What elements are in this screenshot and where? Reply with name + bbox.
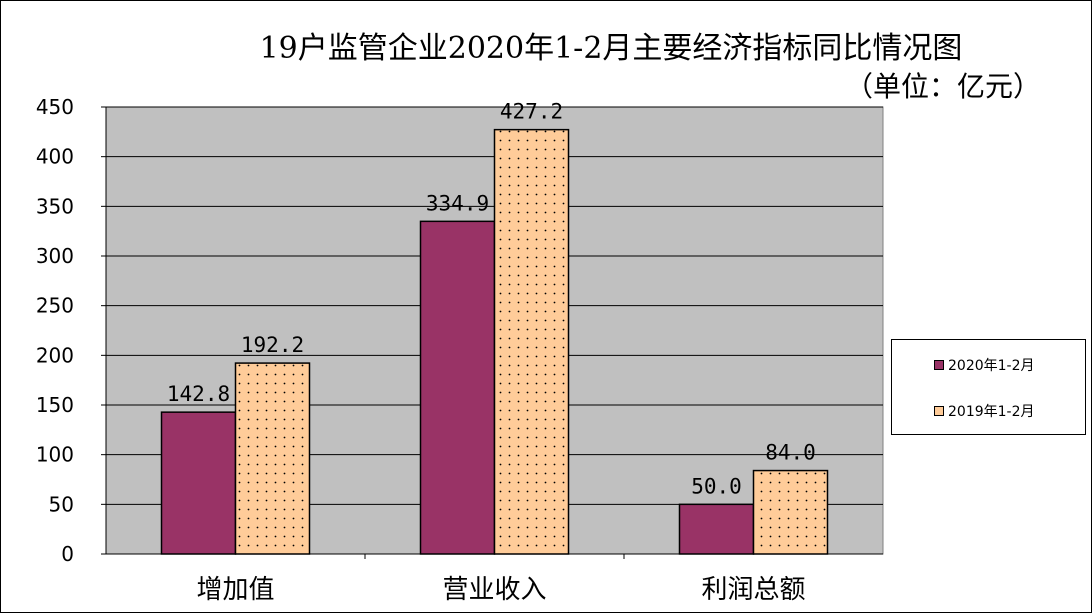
legend-label-2019: 2019年1-2月 bbox=[948, 404, 1035, 420]
x-category-label: 利润总额 bbox=[701, 575, 805, 605]
y-tick-label: 0 bbox=[61, 542, 74, 566]
y-tick-label: 450 bbox=[36, 95, 74, 119]
chart-subtitle: （单位：亿元） bbox=[844, 70, 1041, 103]
x-category-label: 营业收入 bbox=[442, 575, 546, 605]
legend-swatch-2019 bbox=[934, 406, 944, 416]
bar-2019 bbox=[752, 469, 829, 555]
data-label: 192.2 bbox=[241, 333, 304, 357]
bar-2020 bbox=[678, 503, 755, 555]
bar-2019 bbox=[493, 128, 570, 555]
data-label: 142.8 bbox=[167, 382, 230, 406]
bar-2019 bbox=[234, 362, 311, 555]
y-tick-label: 150 bbox=[36, 393, 74, 417]
data-label: 427.2 bbox=[500, 100, 563, 124]
chart-title: 19户监管企业2020年1-2月主要经济指标同比情况图 bbox=[259, 31, 963, 66]
bar-2020 bbox=[160, 411, 237, 555]
y-tick-label: 300 bbox=[36, 244, 74, 268]
y-tick-label: 50 bbox=[49, 492, 74, 516]
bar-2020 bbox=[419, 220, 496, 555]
legend: 2020年1-2月 2019年1-2月 bbox=[891, 339, 1086, 435]
data-label: 50.0 bbox=[691, 474, 742, 498]
legend-swatch-2020 bbox=[934, 360, 944, 370]
y-tick-label: 100 bbox=[36, 443, 74, 467]
y-tick-label: 400 bbox=[36, 145, 74, 169]
y-tick-label: 200 bbox=[36, 343, 74, 367]
data-label: 84.0 bbox=[765, 441, 816, 465]
legend-label-2020: 2020年1-2月 bbox=[948, 358, 1035, 374]
legend-item-2020: 2020年1-2月 bbox=[934, 355, 1035, 375]
legend-item-2019: 2019年1-2月 bbox=[934, 401, 1035, 421]
y-tick-label: 350 bbox=[36, 194, 74, 218]
y-tick-label: 250 bbox=[36, 294, 74, 318]
x-category-label: 增加值 bbox=[196, 575, 274, 605]
data-label: 334.9 bbox=[426, 191, 489, 215]
